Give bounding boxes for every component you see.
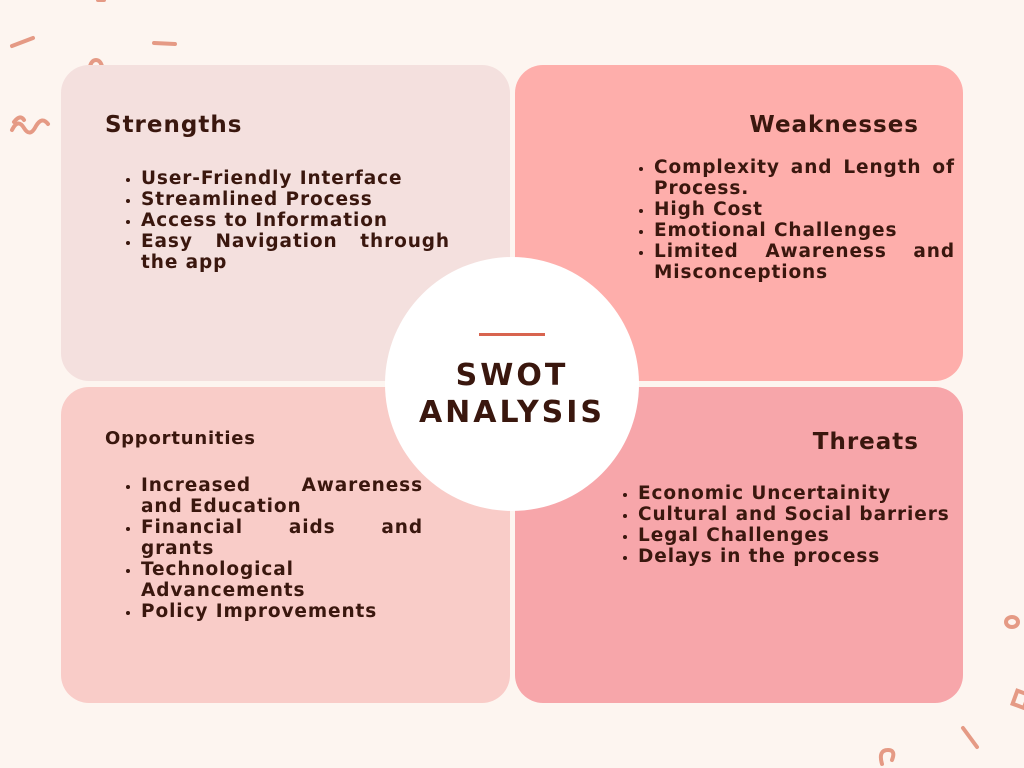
opportunities-list: Increased Awareness and Education Financ… [105,475,423,622]
center-title-line-1: SWOT [455,358,569,393]
accent-divider [479,333,545,336]
weaknesses-title: Weaknesses [749,112,919,138]
list-item: Delays in the process [638,546,955,567]
list-item: Access to Information [141,210,450,231]
list-item: Complexity and Length of Process. [654,157,955,199]
center-title-line-2: ANALYSIS [418,395,606,430]
list-item: Limited Awareness and Misconceptions [654,241,955,283]
center-title: SWOT ANALYSIS [385,357,639,431]
list-item: User-Friendly Interface [141,168,450,189]
opportunities-title: Opportunities [105,428,256,449]
list-item: Cultural and Social barriers [638,504,955,525]
threats-list: Economic Uncertainity Cultural and Socia… [602,483,955,567]
strengths-list: User-Friendly Interface Streamlined Proc… [105,168,450,273]
list-item: Increased Awareness and Education [141,475,423,517]
list-item: Financial aids and grants [141,517,423,559]
list-item: Policy Improvements [141,601,423,622]
list-item: Streamlined Process [141,189,450,210]
list-item: Legal Challenges [638,525,955,546]
list-item: Economic Uncertainity [638,483,955,504]
center-circle: SWOT ANALYSIS [385,257,639,511]
threats-title: Threats [812,429,919,455]
strengths-title: Strengths [105,112,243,138]
list-item: High Cost [654,199,955,220]
list-item: Technological Advancements [141,559,423,601]
list-item: Emotional Challenges [654,220,955,241]
list-item: Easy Navigation through the app [141,231,450,273]
weaknesses-list: Complexity and Length of Process. High C… [618,157,955,283]
